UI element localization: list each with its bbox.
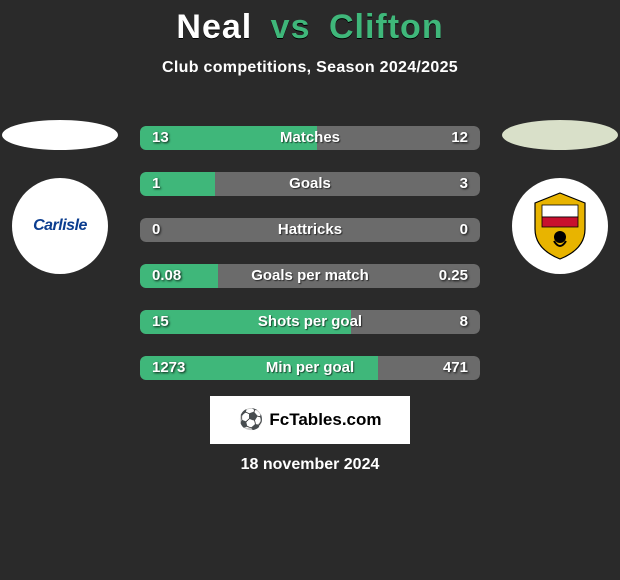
stat-value-right: 0.25	[439, 264, 468, 288]
player2-name: Clifton	[329, 8, 444, 46]
stat-value-right: 3	[460, 172, 468, 196]
stat-value-right: 0	[460, 218, 468, 242]
soccer-icon: ⚽	[238, 410, 263, 430]
stat-label: Hattricks	[140, 218, 480, 242]
stat-row: 1Goals3	[140, 172, 480, 196]
team2-crest-icon	[530, 191, 590, 261]
stat-row: 15Shots per goal8	[140, 310, 480, 334]
team1-badge-label: Carlisle	[33, 217, 87, 235]
stats-panel: 13Matches12 1Goals3 0Hattricks0 0.08Goals p…	[140, 126, 480, 402]
stat-label: Goals	[140, 172, 480, 196]
subtitle: Club competitions, Season 2024/2025	[0, 59, 620, 77]
player1-silhouette	[2, 120, 118, 150]
title: Neal vs Clifton	[0, 0, 620, 47]
comparison-card: Neal vs Clifton Club competitions, Seaso…	[0, 0, 620, 580]
stat-value-right: 8	[460, 310, 468, 334]
stat-label: Shots per goal	[140, 310, 480, 334]
date-label: 18 november 2024	[0, 456, 620, 474]
stat-row: 1273Min per goal471	[140, 356, 480, 380]
team1-badge: Carlisle	[12, 178, 108, 274]
stat-row: 13Matches12	[140, 126, 480, 150]
vs-label: vs	[271, 8, 311, 46]
stat-row: 0.08Goals per match0.25	[140, 264, 480, 288]
right-side	[500, 120, 620, 274]
stat-label: Min per goal	[140, 356, 480, 380]
stat-label: Goals per match	[140, 264, 480, 288]
player2-silhouette	[502, 120, 618, 150]
left-side: Carlisle	[0, 120, 120, 274]
stat-value-right: 12	[451, 126, 468, 150]
footer-site-name: FcTables.com	[269, 410, 381, 430]
footer-badge[interactable]: ⚽ FcTables.com	[210, 396, 410, 444]
stat-label: Matches	[140, 126, 480, 150]
stat-value-right: 471	[443, 356, 468, 380]
player1-name: Neal	[176, 8, 252, 46]
team2-badge	[512, 178, 608, 274]
stat-row: 0Hattricks0	[140, 218, 480, 242]
